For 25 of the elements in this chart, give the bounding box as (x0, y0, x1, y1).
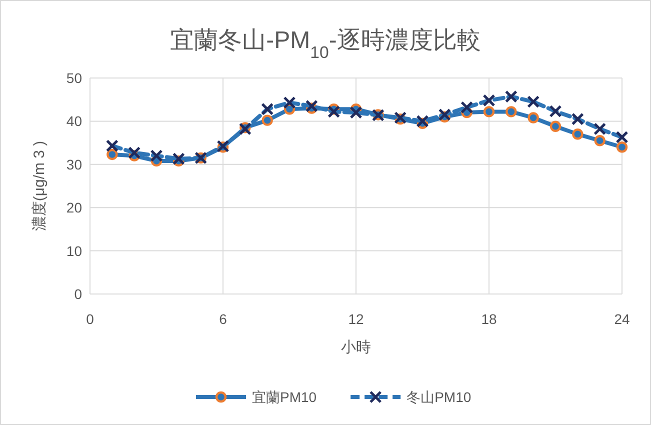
y-tick-label: 50 (66, 70, 82, 86)
point (594, 135, 606, 146)
point (506, 106, 517, 118)
y-axis-title: 濃度(μg/m 3 ) (31, 140, 48, 232)
x-tick-label: 24 (614, 311, 630, 327)
point (528, 112, 539, 124)
point (572, 128, 584, 140)
x-tick-label: 0 (86, 311, 94, 327)
legend-label: 宜蘭PM10 (252, 389, 317, 405)
chart-title: 宜蘭冬山-PM$_{10}$-逐時濃度比較 (170, 27, 481, 62)
y-tick-label: 20 (66, 200, 82, 216)
y-tick-label: 10 (66, 242, 82, 259)
point (550, 120, 562, 132)
legend-label: 冬山PM10 (406, 389, 472, 405)
x-tick-label: 12 (348, 311, 364, 327)
point (483, 106, 495, 118)
point (106, 148, 118, 160)
y-tick-label: 0 (74, 286, 82, 302)
y-tick-label: 30 (66, 156, 82, 172)
point (262, 114, 273, 126)
x-tick-label: 18 (481, 311, 497, 327)
y-tick-label: 40 (66, 113, 82, 130)
x-axis-title: 小時 (341, 339, 371, 356)
x-tick-label: 6 (219, 311, 228, 327)
point (616, 142, 628, 153)
